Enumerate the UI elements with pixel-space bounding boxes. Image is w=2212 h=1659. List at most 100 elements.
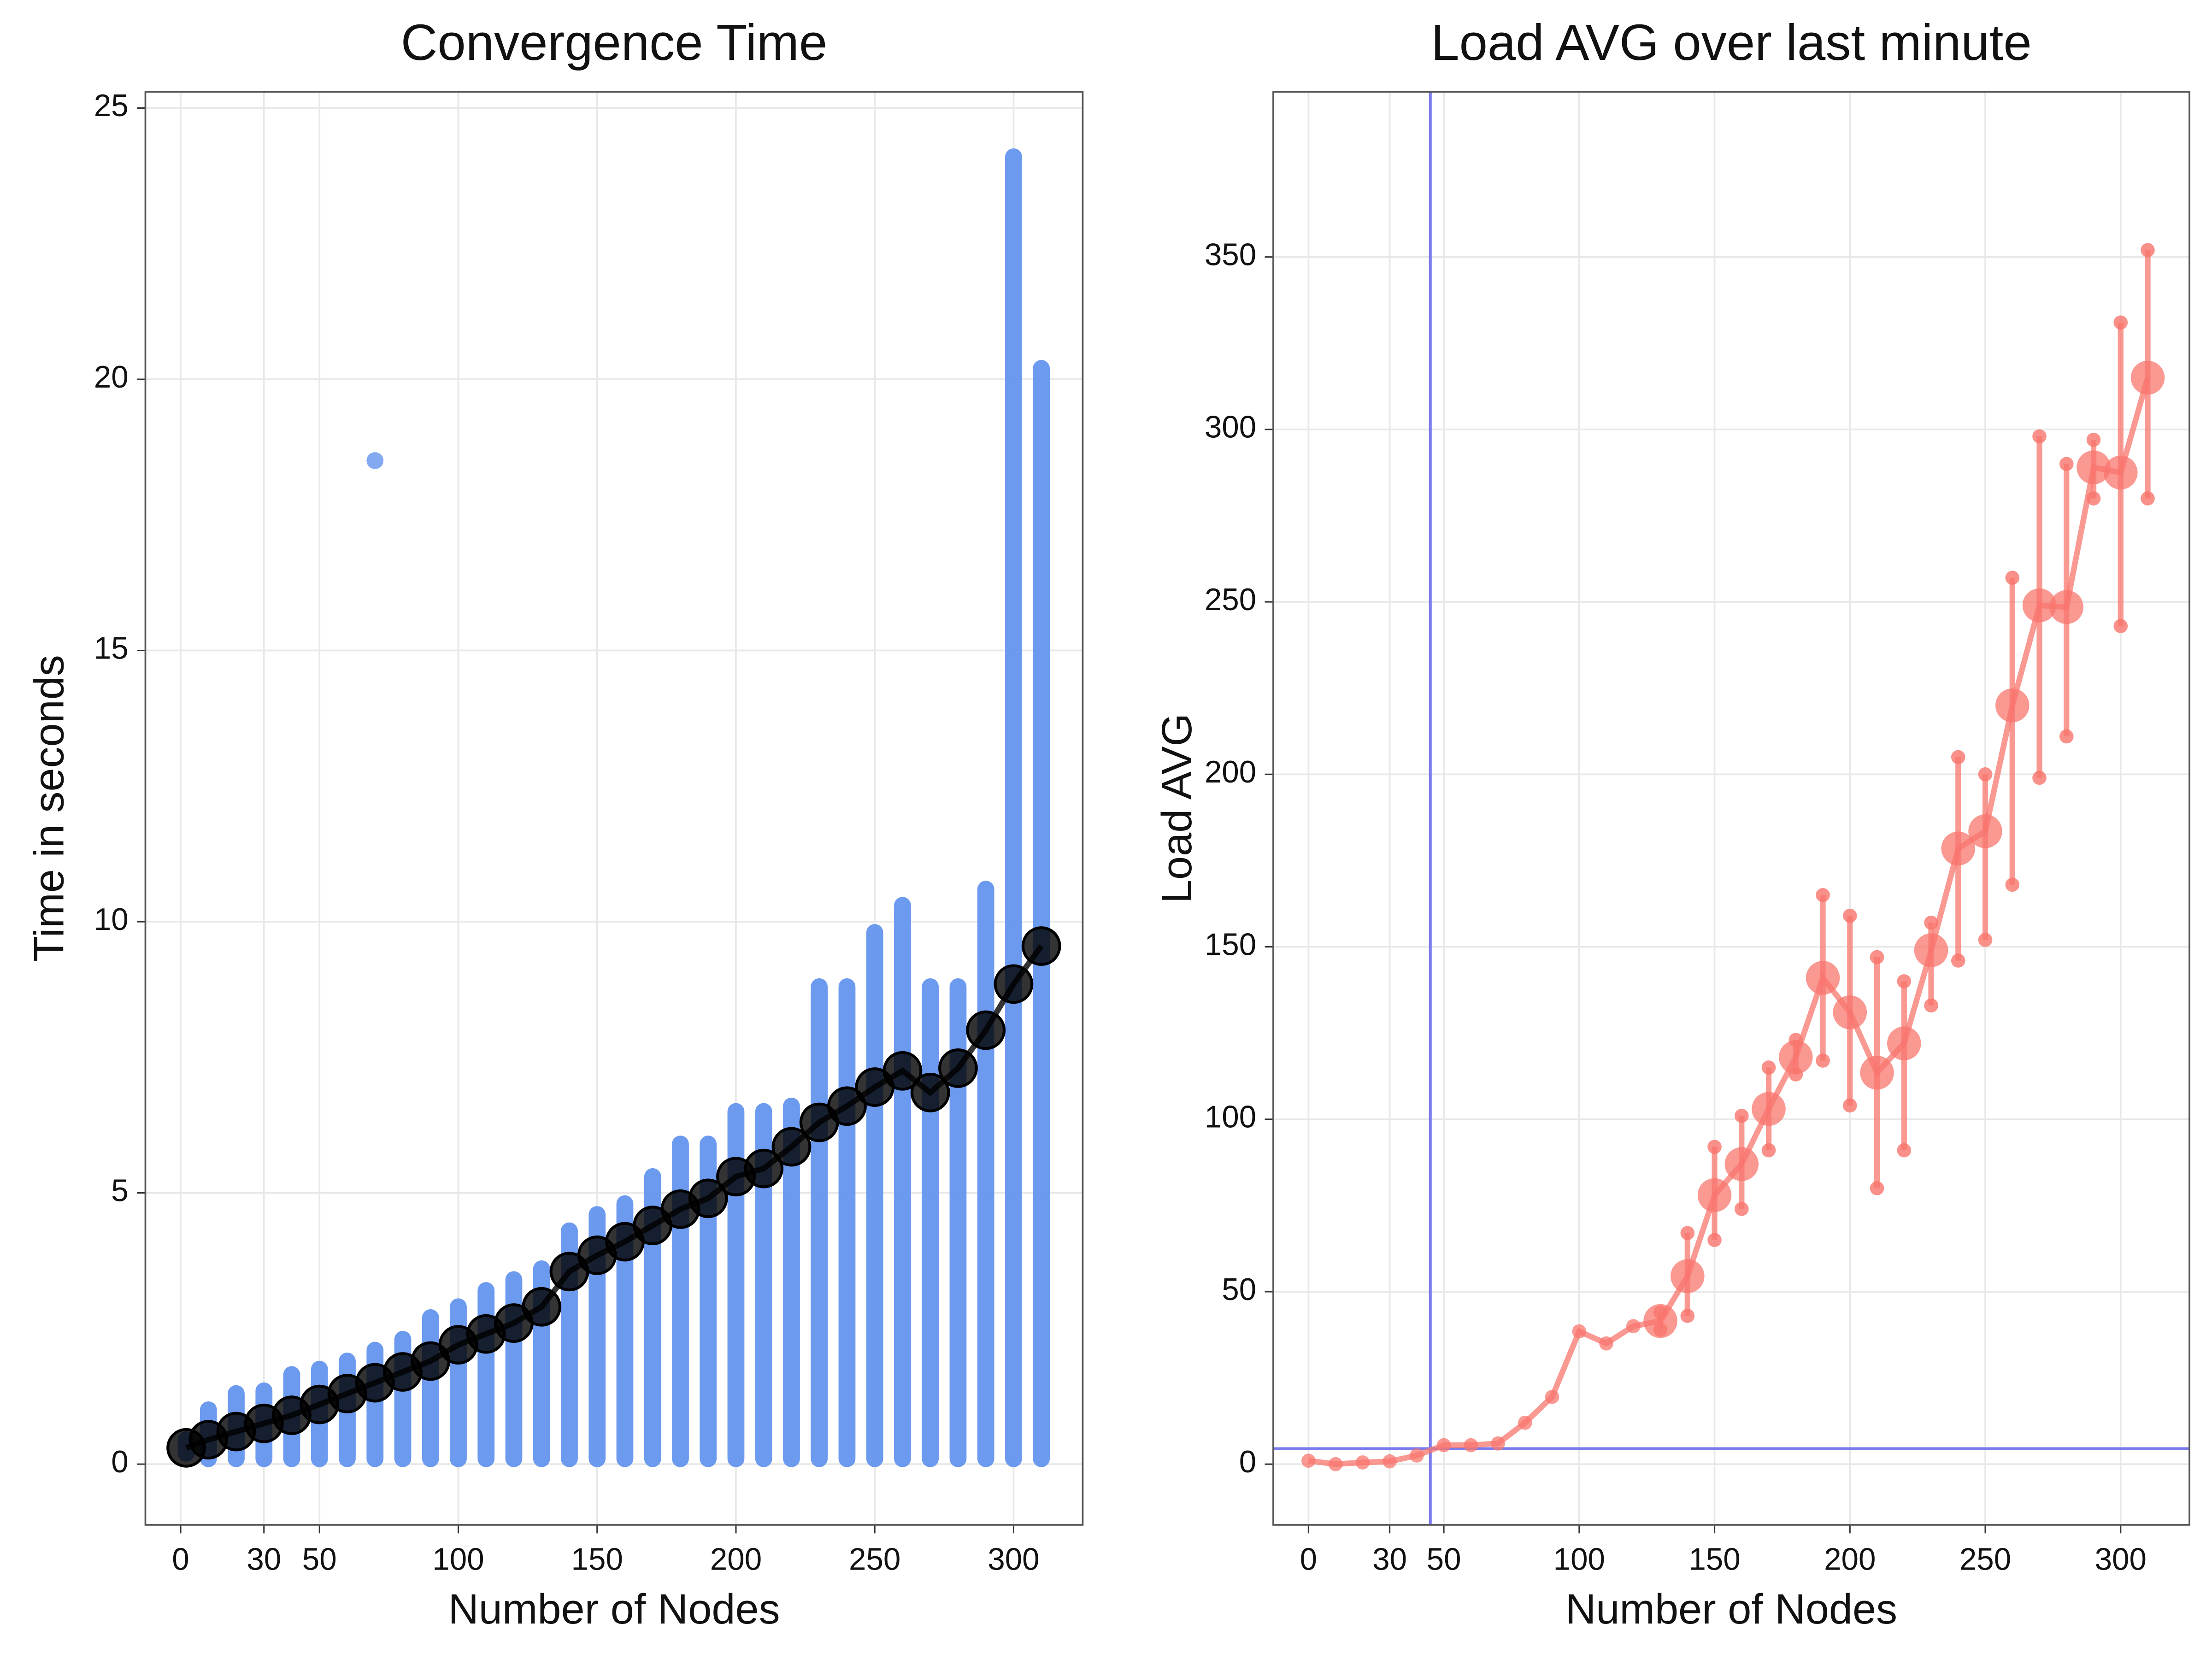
strip	[894, 897, 911, 1467]
y-tick-label: 50	[1222, 1272, 1256, 1307]
bound-point	[1761, 1143, 1776, 1158]
strip	[672, 1135, 689, 1467]
mean-point	[938, 1048, 978, 1088]
y-tick-label: 150	[1205, 927, 1256, 962]
mean-point	[910, 1072, 950, 1112]
y-tick-label: 15	[94, 631, 129, 665]
bound-point	[1951, 750, 1965, 765]
point	[1599, 1336, 1613, 1351]
bound-point	[1897, 1143, 1912, 1158]
y-tick-label: 0	[1239, 1445, 1256, 1479]
point	[1833, 995, 1867, 1030]
strip	[838, 978, 856, 1467]
y-tick-label: 5	[111, 1173, 128, 1208]
mean-point	[1021, 926, 1061, 966]
point	[1572, 1324, 1587, 1339]
point	[2022, 588, 2057, 623]
bound-point	[2059, 729, 2074, 744]
bound-point	[2113, 315, 2128, 330]
x-tick-label: 250	[1959, 1542, 2011, 1577]
bound-point	[1924, 998, 1938, 1013]
point	[1410, 1448, 1424, 1463]
chart-title: Load AVG over last minute	[1431, 14, 2031, 71]
bound-point	[1842, 908, 1857, 923]
strip	[616, 1195, 634, 1467]
point	[1752, 1092, 1786, 1126]
y-axis-label: Load AVG	[1153, 713, 1200, 903]
x-tick-label: 150	[571, 1542, 623, 1577]
strip	[1033, 360, 1050, 1467]
point	[1328, 1457, 1343, 1471]
outlier-point	[366, 452, 384, 469]
x-tick-label: 150	[1688, 1542, 1740, 1577]
bound-point	[1707, 1140, 1722, 1154]
mean-point	[827, 1086, 867, 1126]
bound-point	[1761, 1060, 1776, 1075]
bound-point	[2005, 571, 2020, 585]
point	[2049, 590, 2084, 624]
y-tick-label: 200	[1205, 755, 1256, 789]
y-tick-label: 0	[111, 1445, 128, 1479]
bound-point	[1897, 974, 1912, 988]
y-tick-label: 300	[1205, 410, 1256, 445]
bound-point	[2086, 433, 2101, 447]
point	[1355, 1455, 1370, 1470]
bound-point	[1978, 767, 1993, 782]
point	[1626, 1319, 1641, 1334]
x-axis-label: Number of Nodes	[448, 1586, 780, 1633]
point	[1887, 1026, 1921, 1060]
bound-point	[1734, 1108, 1749, 1123]
strip	[450, 1298, 467, 1467]
y-tick-label: 100	[1205, 1100, 1256, 1135]
strip	[866, 924, 883, 1467]
mean-point	[882, 1051, 923, 1091]
y-tick-label: 350	[1205, 237, 1256, 272]
point	[1301, 1453, 1316, 1468]
point	[1545, 1389, 1559, 1404]
point	[1436, 1438, 1451, 1453]
bound-point	[2141, 243, 2155, 258]
bound-point	[1816, 1053, 1830, 1068]
point	[1518, 1416, 1532, 1430]
x-tick-label: 250	[849, 1542, 900, 1577]
x-tick-label: 300	[988, 1542, 1039, 1577]
plot-border	[144, 91, 1084, 1526]
bound-point	[2032, 429, 2047, 444]
bound-point	[1707, 1233, 1722, 1247]
point	[1724, 1147, 1759, 1181]
strip	[977, 881, 994, 1467]
bound-point	[1816, 888, 1830, 902]
point	[2130, 360, 2165, 395]
strip	[505, 1271, 523, 1467]
strip	[700, 1135, 717, 1467]
x-tick-label: 30	[247, 1542, 281, 1577]
x-tick-label: 200	[1824, 1542, 1876, 1577]
bound-point	[1978, 933, 1993, 947]
y-axis-label: Time in seconds	[26, 655, 73, 962]
strip	[949, 978, 967, 1467]
bound-point	[2059, 457, 2074, 471]
mean-point	[522, 1287, 562, 1327]
y-tick-label: 20	[94, 360, 129, 394]
bound-point	[1870, 950, 1884, 965]
point	[1968, 814, 2002, 848]
mean-point	[771, 1127, 812, 1167]
bound-point	[2005, 877, 2020, 892]
bound-point	[1842, 1098, 1857, 1113]
x-tick-label: 100	[1553, 1542, 1605, 1577]
x-tick-label: 50	[302, 1542, 337, 1577]
bound-point	[1951, 953, 1965, 968]
x-tick-label: 200	[710, 1542, 762, 1577]
point	[1464, 1438, 1478, 1453]
x-axis-label: Number of Nodes	[1565, 1586, 1897, 1633]
bound-point	[1680, 1309, 1695, 1323]
bound-point	[2141, 491, 2155, 506]
x-tick-label: 100	[432, 1542, 484, 1577]
x-tick-label: 300	[2095, 1542, 2147, 1577]
point	[1860, 1055, 1894, 1090]
plot-background	[145, 92, 1083, 1525]
point	[1671, 1259, 1705, 1294]
point	[1779, 1040, 1813, 1074]
point	[1382, 1454, 1397, 1469]
